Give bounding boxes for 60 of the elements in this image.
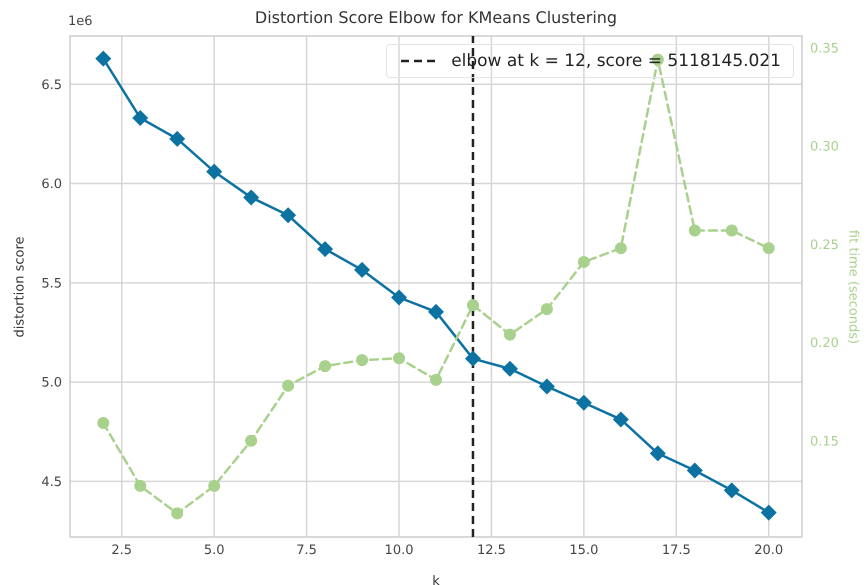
point xyxy=(97,417,110,430)
x-tick-label: 10.0 xyxy=(384,543,414,558)
point xyxy=(430,374,442,386)
point xyxy=(576,394,592,411)
point xyxy=(688,224,701,237)
point xyxy=(391,290,408,306)
point xyxy=(540,303,553,316)
y2-tick-label: 0.20 xyxy=(810,336,839,352)
chart-title: Distortion Score Elbow for KMeans Clustering xyxy=(254,8,618,27)
x-tick-label: 15.0 xyxy=(569,543,598,558)
point xyxy=(614,242,627,254)
x-tick-label: 20.0 xyxy=(754,543,784,558)
point xyxy=(208,480,220,492)
point xyxy=(650,445,666,462)
point xyxy=(726,224,738,237)
y2-axis-title: fit time (seconds) xyxy=(846,229,860,344)
point xyxy=(760,504,777,521)
point xyxy=(504,328,516,341)
point xyxy=(466,299,479,312)
point xyxy=(354,262,370,278)
y2-tick-label: 0.15 xyxy=(810,434,839,450)
point xyxy=(762,242,775,254)
point xyxy=(134,480,146,492)
y2-tick-label: 0.35 xyxy=(810,41,839,56)
x-axis-title: k xyxy=(432,574,440,585)
y-axis-title: distortion score xyxy=(12,236,28,337)
point xyxy=(356,354,368,366)
point xyxy=(319,360,332,372)
point xyxy=(171,507,184,520)
point xyxy=(578,256,590,268)
y2-tick-label: 0.30 xyxy=(810,140,839,155)
point xyxy=(169,130,186,147)
point xyxy=(206,164,222,180)
point xyxy=(282,380,294,392)
point xyxy=(245,434,258,447)
point xyxy=(502,360,518,377)
point xyxy=(612,411,629,428)
y-tick-label: 5.5 xyxy=(41,276,62,292)
point xyxy=(317,241,334,258)
point xyxy=(724,482,740,498)
point xyxy=(686,462,703,478)
point xyxy=(393,352,406,364)
y-tick-label: 5.0 xyxy=(41,376,62,391)
point xyxy=(243,189,260,206)
point xyxy=(95,50,112,67)
y2-tick-label: 0.25 xyxy=(810,238,839,253)
y-tick-label: 4.5 xyxy=(41,475,62,490)
x-tick-label: 2.5 xyxy=(111,543,132,558)
point xyxy=(280,207,296,224)
y-tick-label: 6.5 xyxy=(41,78,62,93)
x-tick-label: 7.5 xyxy=(296,543,317,558)
point xyxy=(132,110,148,126)
x-tick-label: 12.5 xyxy=(476,543,506,558)
point xyxy=(428,304,444,320)
point xyxy=(538,378,555,394)
x-tick-label: 5.0 xyxy=(204,543,225,558)
y-tick-label: 6.0 xyxy=(41,177,62,192)
x-tick-label: 17.5 xyxy=(662,543,691,558)
point xyxy=(464,350,481,367)
text: 1e6 xyxy=(68,14,93,29)
